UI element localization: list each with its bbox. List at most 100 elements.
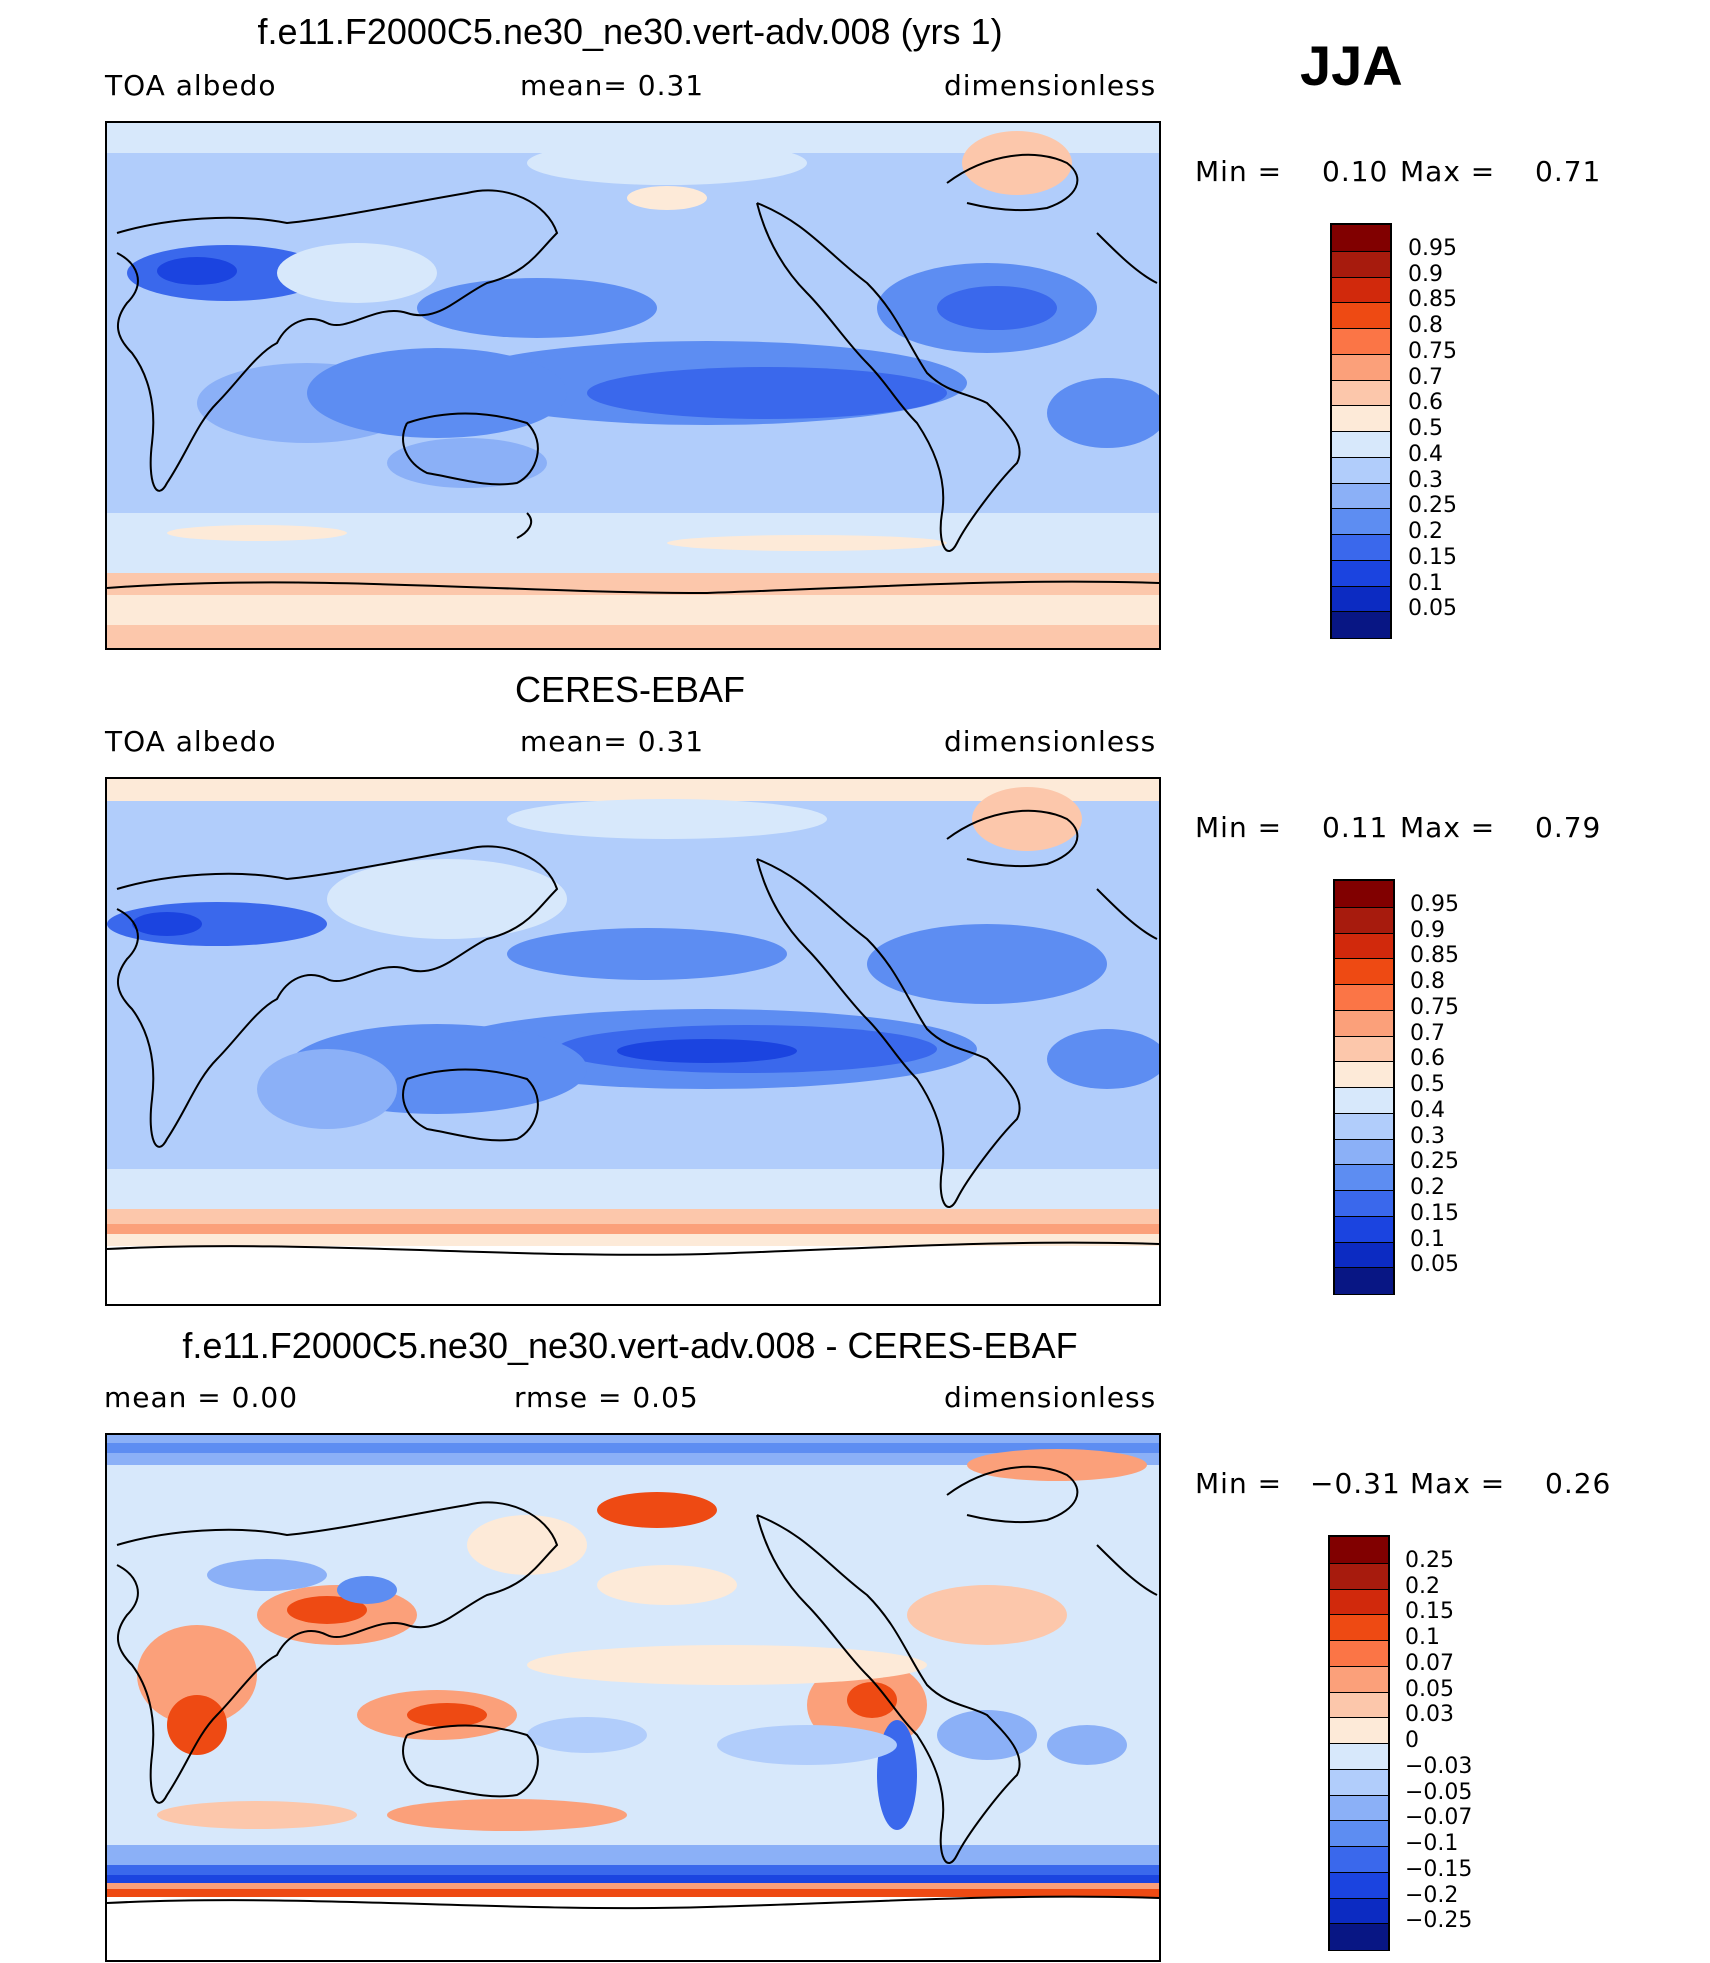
colorbar-swatch (1330, 1640, 1388, 1667)
colorbar-swatch (1330, 1588, 1388, 1615)
colorbar-divider (1332, 559, 1390, 561)
colorbar-tick-label: 0.7 (1410, 1020, 1445, 1046)
colorbar-divider (1330, 1614, 1388, 1616)
panel-3-colorbar (1328, 1535, 1390, 1951)
colorbar-divider (1332, 431, 1390, 432)
colorbar-tick-label: −0.1 (1405, 1831, 1459, 1856)
colorbar-tick-label: 0.07 (1405, 1650, 1454, 1676)
colorbar-divider (1335, 1190, 1393, 1191)
colorbar-swatch (1330, 1794, 1388, 1821)
colorbar-divider (1332, 508, 1390, 510)
colorbar-divider (1332, 276, 1390, 278)
colorbar-divider (1335, 1267, 1393, 1269)
panel-1-map (105, 121, 1161, 650)
colorbar-swatch (1330, 1665, 1388, 1692)
colorbar-tick-label: 0.3 (1408, 467, 1443, 493)
colorbar-tick-label: 0.5 (1410, 1072, 1445, 1097)
colorbar-tick-label: 0.75 (1410, 994, 1459, 1020)
colorbar-swatch (1332, 559, 1390, 586)
colorbar-swatch (1335, 932, 1393, 959)
colorbar-divider (1332, 534, 1390, 535)
colorbar-divider (1330, 1846, 1388, 1847)
colorbar-tick-label: 0.5 (1408, 416, 1443, 441)
colorbar-swatch (1335, 881, 1393, 908)
colorbar-swatch (1330, 1743, 1388, 1770)
colorbar-tick-label: 0.7 (1408, 364, 1443, 390)
colorbar-swatch (1332, 250, 1390, 277)
panel-2-min-label: Min = (1195, 811, 1283, 844)
colorbar-divider (1335, 932, 1393, 934)
colorbar-swatch (1330, 1562, 1388, 1589)
colorbar-swatch (1330, 1871, 1388, 1898)
panel-3-mean-label: mean = 0.00 (104, 1381, 299, 1414)
panel-2-map (105, 777, 1161, 1306)
colorbar-divider (1332, 302, 1390, 304)
panel-1-colorbar (1330, 223, 1392, 639)
colorbar-tick-label: 0.2 (1410, 1175, 1445, 1200)
colorbar-divider (1330, 1871, 1388, 1873)
season-label: JJA (1300, 34, 1403, 97)
panel-2-max-label: Max = (1400, 811, 1496, 844)
colorbar-swatch (1332, 405, 1390, 432)
colorbar-tick-label: 0.05 (1405, 1676, 1454, 1702)
colorbar-tick-label: −0.03 (1405, 1753, 1473, 1779)
colorbar-tick-label: 0.1 (1410, 1226, 1445, 1252)
colorbar-swatch (1335, 1061, 1393, 1088)
panel-3-units-label: dimensionless (944, 1381, 1157, 1414)
colorbar-tick-label: −0.05 (1405, 1779, 1473, 1805)
colorbar-divider (1330, 1665, 1388, 1667)
colorbar-swatch (1335, 1164, 1393, 1191)
colorbar-swatch (1330, 1820, 1388, 1847)
colorbar-divider (1335, 1138, 1393, 1140)
colorbar-divider (1335, 1112, 1393, 1114)
colorbar-divider (1335, 1215, 1393, 1217)
colorbar-tick-label: 0.9 (1408, 261, 1443, 287)
colorbar-tick-label: 0.05 (1410, 1252, 1459, 1278)
colorbar-swatch (1332, 534, 1390, 561)
colorbar-tick-label: 0.05 (1408, 596, 1457, 622)
colorbar-swatch (1335, 1190, 1393, 1217)
panel-1-units-label: dimensionless (944, 69, 1157, 102)
panel-2-min-value: 0.11 (1322, 811, 1389, 844)
colorbar-divider (1330, 1743, 1388, 1744)
colorbar-tick-label: 0 (1405, 1728, 1419, 1753)
colorbar-divider (1335, 1164, 1393, 1166)
panel-3-min-label: Min = (1195, 1467, 1283, 1500)
panel-3-max-label: Max = (1410, 1467, 1506, 1500)
colorbar-divider (1330, 1588, 1388, 1590)
colorbar-divider (1335, 1087, 1393, 1088)
colorbar-swatch (1330, 1537, 1388, 1564)
panel-2-mean-label: mean= 0.31 (520, 725, 705, 758)
colorbar-swatch (1335, 1138, 1393, 1165)
colorbar-tick-label: 0.95 (1408, 235, 1457, 261)
colorbar-swatch (1335, 1267, 1393, 1294)
colorbar-tick-label: 0.2 (1405, 1573, 1440, 1599)
panel-1-title: f.e11.F2000C5.ne30_ne30.vert-adv.008 (yr… (257, 11, 1003, 52)
colorbar-swatch (1330, 1897, 1388, 1924)
colorbar-divider (1335, 984, 1393, 985)
colorbar-divider (1330, 1640, 1388, 1641)
colorbar-tick-label: 0.25 (1410, 1149, 1459, 1175)
colorbar-tick-label: 0.15 (1405, 1599, 1454, 1625)
colorbar-divider (1332, 482, 1390, 484)
panel-3-max-value: 0.26 (1545, 1467, 1612, 1500)
colorbar-divider (1335, 958, 1393, 960)
panel-1-variable-label: TOA albedo (105, 69, 277, 102)
colorbar-divider (1335, 1061, 1393, 1063)
colorbar-tick-label: 0.6 (1410, 1046, 1445, 1072)
colorbar-tick-label: 0.8 (1410, 969, 1445, 994)
colorbar-swatch (1332, 611, 1390, 638)
colorbar-tick-label: 0.6 (1408, 390, 1443, 416)
panel-1-max-value: 0.71 (1535, 155, 1602, 188)
colorbar-divider (1332, 611, 1390, 613)
colorbar-tick-label: 0.3 (1410, 1123, 1445, 1149)
colorbar-swatch (1335, 1112, 1393, 1139)
colorbar-divider (1332, 328, 1390, 329)
panel-2-variable-label: TOA albedo (105, 725, 277, 758)
colorbar-swatch (1332, 379, 1390, 406)
colorbar-tick-label: 0.9 (1410, 917, 1445, 943)
colorbar-swatch (1332, 328, 1390, 355)
colorbar-swatch (1335, 958, 1393, 985)
colorbar-divider (1330, 1562, 1388, 1564)
colorbar-swatch (1335, 984, 1393, 1011)
